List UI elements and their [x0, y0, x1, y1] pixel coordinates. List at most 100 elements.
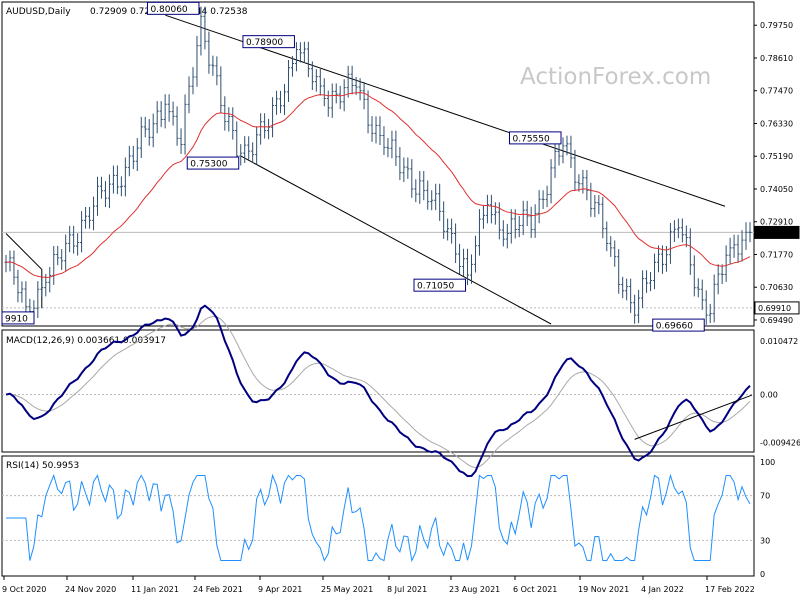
price-bar	[318, 69, 322, 96]
price-bar	[131, 146, 135, 170]
price-bar	[40, 279, 44, 298]
price-bar	[147, 119, 151, 146]
price-bar	[625, 278, 629, 301]
price-bar	[179, 128, 183, 154]
price-bar	[473, 235, 477, 273]
price-bar	[191, 67, 195, 95]
macd-title: MACD(12,26,9) 0.003661 0.003917	[6, 336, 166, 346]
price-bar	[84, 206, 88, 229]
price-bar	[402, 157, 406, 183]
price-bar	[350, 65, 354, 95]
price-bar	[374, 116, 378, 144]
price-bar	[442, 201, 446, 239]
price-label-box	[509, 131, 562, 145]
price-bar	[668, 222, 672, 264]
price-bar	[16, 269, 20, 303]
price-bar	[462, 248, 466, 276]
price-bar	[235, 121, 239, 164]
x-tick-label: 19 Nov 2021	[578, 585, 629, 594]
price-bar	[127, 146, 131, 177]
price-bar	[553, 142, 557, 178]
price-bar	[688, 228, 692, 275]
price-bar	[672, 220, 676, 242]
macd-line	[5, 304, 751, 478]
price-bar	[633, 294, 637, 324]
price-bar	[692, 255, 696, 297]
price-bar	[76, 233, 80, 256]
price-bar	[143, 116, 147, 138]
price-bar	[322, 78, 326, 107]
price-bar	[430, 190, 434, 211]
macd-tick-label: -0.009426	[760, 439, 800, 448]
price-bar	[450, 218, 454, 244]
macd-tick-label: 0.010472	[760, 337, 798, 346]
price-bar	[509, 209, 513, 244]
current-price-tag: 0.72538	[758, 228, 791, 237]
price-bar	[609, 236, 613, 257]
price-bar	[649, 272, 653, 292]
macd-signal-line	[5, 315, 751, 469]
price-bar	[613, 240, 617, 267]
price-bar	[227, 107, 231, 132]
chart-title: AUDUSD,Daily	[6, 7, 71, 17]
price-bar	[525, 200, 529, 226]
price-bar	[529, 206, 533, 238]
price-bar	[346, 65, 350, 98]
price-bar	[641, 270, 645, 308]
x-tick-label: 9 Oct 2020	[2, 585, 46, 594]
price-bar	[573, 149, 577, 192]
price-bar	[517, 215, 521, 238]
lower-trendline	[240, 155, 552, 325]
price-tick-label: 0.79750	[760, 21, 793, 30]
price-bar	[334, 83, 338, 104]
price-bar	[601, 196, 605, 239]
price-bar	[485, 194, 489, 224]
price-label: 0.80060	[150, 5, 187, 15]
price-bar	[676, 218, 680, 239]
price-bar	[581, 169, 585, 194]
price-label-box	[186, 156, 240, 170]
price-bar	[422, 170, 426, 201]
price-bar	[724, 245, 728, 282]
price-bar	[338, 85, 342, 110]
price-bar	[20, 281, 24, 303]
price-bar	[704, 290, 708, 325]
price-tick-label: 0.74050	[760, 185, 793, 194]
price-bar	[629, 278, 633, 313]
price-bar	[203, 6, 207, 50]
price-bar	[211, 55, 215, 76]
price-tick-label: 0.75190	[760, 152, 793, 161]
price-bar	[736, 234, 740, 263]
price-bar	[493, 202, 497, 225]
price-label: 0.71050	[417, 282, 454, 292]
price-bar	[171, 101, 175, 126]
price-bar	[219, 66, 223, 114]
price-bar	[414, 179, 418, 203]
support-price-tag: 0.69910	[758, 304, 791, 313]
price-bar	[302, 41, 306, 63]
price-bar	[728, 237, 732, 265]
price-bar	[565, 135, 569, 156]
price-bar	[378, 116, 382, 146]
price-label: 0.75300	[190, 160, 227, 170]
price-bar	[314, 69, 318, 92]
price-tick-label: 0.70630	[760, 283, 793, 292]
price-bar	[263, 113, 267, 139]
price-bar	[56, 245, 60, 266]
price-bar	[151, 113, 155, 148]
support-price-tag-box	[754, 301, 800, 315]
price-bar	[103, 181, 107, 207]
x-tick-label: 4 Jan 2022	[641, 585, 684, 594]
x-tick-label: 9 Apr 2021	[258, 585, 302, 594]
price-bar	[732, 234, 736, 258]
price-bar	[684, 225, 688, 248]
x-tick-label: 8 Jul 2021	[387, 585, 427, 594]
price-bar	[283, 84, 287, 116]
price-label-box	[652, 318, 705, 332]
price-bar	[744, 222, 748, 250]
price-bar	[163, 94, 167, 129]
price-bar	[175, 106, 179, 146]
price-tick-label: 0.71770	[760, 250, 793, 259]
price-bar	[370, 116, 374, 142]
price-bar	[712, 274, 716, 323]
